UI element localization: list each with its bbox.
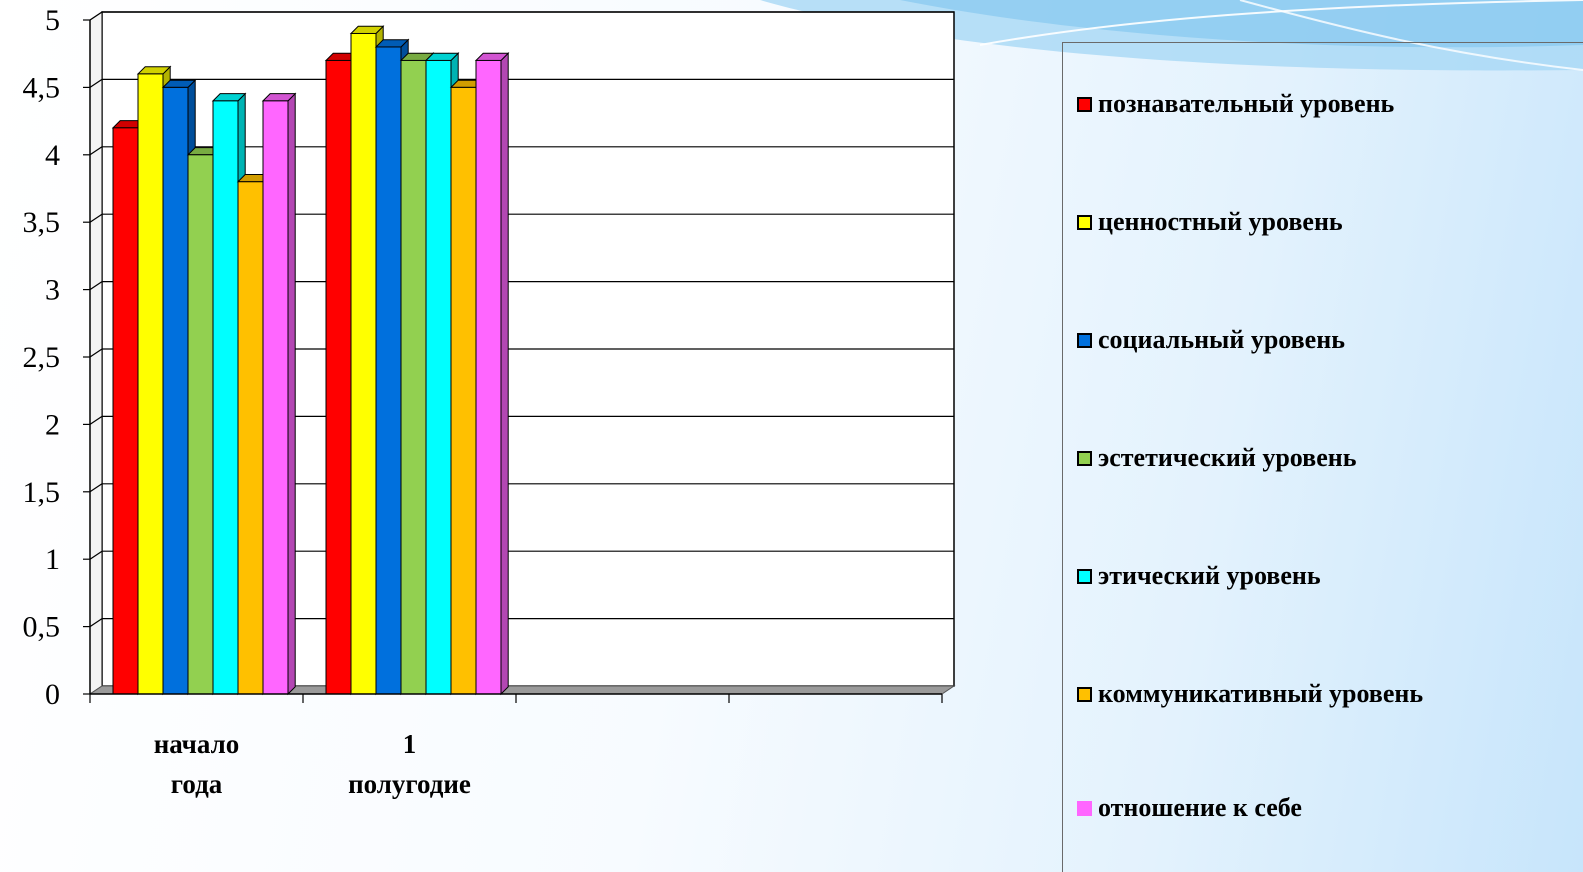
gridline-depth [89,78,103,88]
y-axis-tick-labels: 0 0,5 1 1,5 2 2,5 3 3,5 4 4,5 5 [23,4,61,711]
x-category-label: 1 [403,729,417,759]
bar-front [262,100,289,695]
bar-front [475,59,502,695]
legend-swatch [1077,800,1092,816]
bar-front [375,46,402,695]
legend-item: ценностный уровень [1077,207,1343,237]
legend-label: социальный уровень [1098,325,1345,354]
bar-front [425,59,452,695]
gridline-depth [89,213,103,223]
y-tick-label: 4,5 [23,71,61,104]
bar-front [162,86,189,695]
legend-label: эстетический уровень [1098,443,1357,472]
y-tick-label: 2 [45,408,60,441]
axes [83,19,943,703]
y-tick-label: 2,5 [23,341,61,374]
y-tick-label: 4 [45,139,60,172]
legend-swatch [1077,332,1092,348]
bar-front [187,154,214,695]
chart-legend: познавательный уровень ценностный уровень… [1062,42,1583,872]
legend-swatch [1077,96,1092,112]
legend-swatch [1077,450,1092,466]
bars [111,25,510,696]
y-tick-label: 3,5 [23,206,61,239]
gridline-depth [89,281,103,291]
gridline-depth [89,348,103,358]
legend-item: познавательный уровень [1077,89,1394,119]
gridline-depth [89,11,103,21]
gridline-depth [89,550,103,560]
bar-front [400,59,427,695]
bar-front [450,86,477,695]
gridline-depth [89,415,103,425]
legend-item: отношение к себе [1077,793,1302,823]
legend-item: социальный уровень [1077,325,1345,355]
y-tick-label: 5 [45,4,60,37]
y-tick-label: 3 [45,274,60,307]
gridline-depth [89,618,103,628]
bar-side [287,92,296,696]
legend-label: отношение к себе [1098,793,1302,822]
legend-item: эстетический уровень [1077,443,1356,473]
legend-label: ценностный уровень [1098,207,1343,236]
legend-item: этический уровень [1077,561,1321,591]
legend-label: этический уровень [1098,561,1321,590]
x-axis-category-labels: начало года 1 полугодие [154,729,471,799]
bar-front [325,59,352,695]
x-category-label: полугодие [348,769,471,799]
x-category-label: года [171,769,223,799]
bar-front [212,100,239,695]
legend-item: коммуникативный уровень [1077,679,1423,709]
bar-front [112,127,139,695]
legend-swatch [1077,568,1092,584]
bar [261,92,297,696]
bar-front [137,73,164,695]
gridline-depth [89,483,103,493]
bar-front [237,181,264,695]
bar-side [500,52,509,696]
y-tick-label: 1,5 [23,476,61,509]
legend-label: познавательный уровень [1098,89,1395,118]
bar-front [350,32,377,695]
x-category-label: начало [154,729,240,759]
y-tick-label: 0,5 [23,611,61,644]
legend-label: коммуникативный уровень [1098,679,1424,708]
y-tick-label: 0 [45,678,60,711]
gridline-depth [89,146,103,156]
legend-swatch [1077,686,1092,702]
legend-swatch [1077,214,1092,230]
y-tick-label: 1 [45,543,60,576]
bar [474,52,510,696]
